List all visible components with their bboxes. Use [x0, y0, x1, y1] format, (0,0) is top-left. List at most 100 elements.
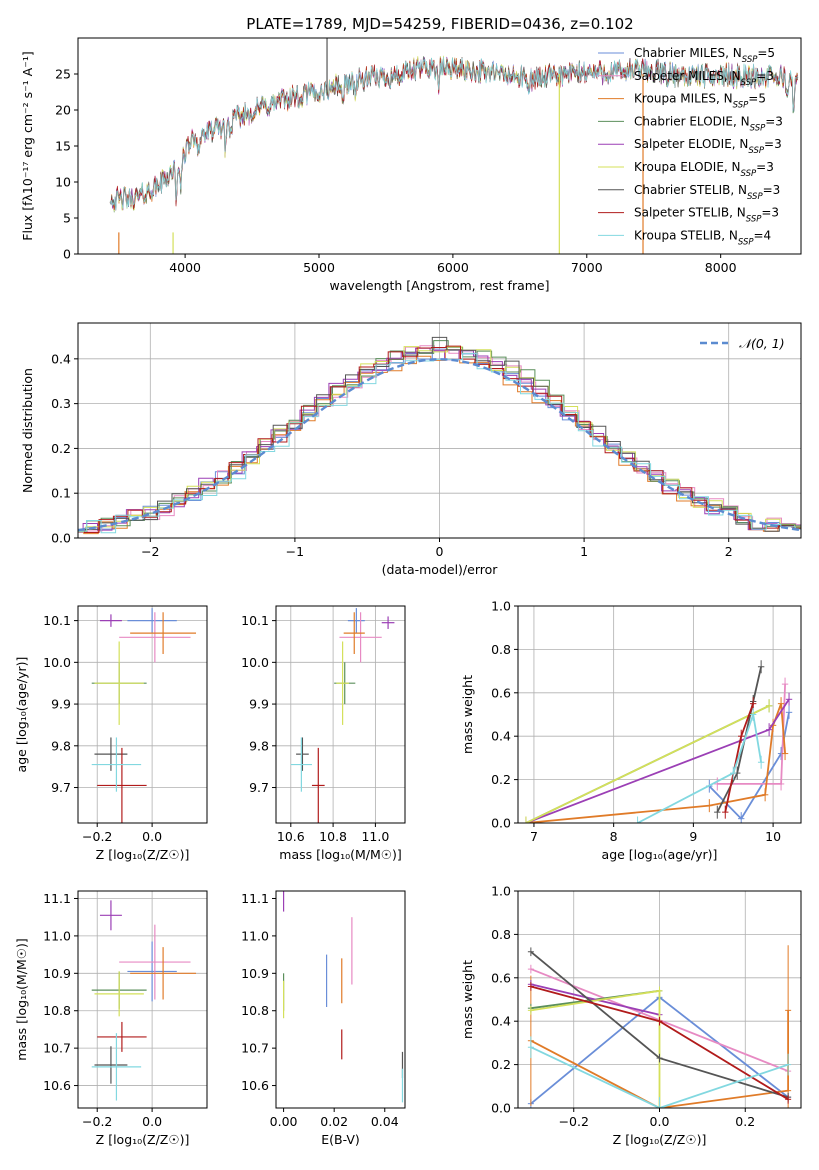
histogram-legend: 𝒩(0, 1) — [700, 336, 785, 351]
legend-entry: Kroupa STELIB, NSSP=4 — [634, 228, 771, 247]
errorbar-salpeter-elodie — [99, 900, 122, 931]
y-tick-label: 0.2 — [491, 772, 511, 787]
x-tick-label: −0.2 — [82, 829, 112, 844]
y-tick-label: 10.1 — [241, 613, 269, 628]
spectrum-panel: 4000 5000 6000 7000 8000 0 5 10 15 20 25 wavelength… — [20, 37, 802, 293]
y-axis-label: Flux [fλ10⁻¹⁷ erg cm⁻² s⁻¹ A⁻¹] — [20, 51, 35, 240]
x-tick-label: −0.2 — [82, 1114, 112, 1129]
x-tick-label: 0.2 — [735, 1114, 755, 1129]
spectrum-lines — [109, 38, 799, 254]
x-tick-label: 10 — [765, 829, 781, 844]
errorbars — [282, 891, 404, 1103]
errorbar-chabrier-miles — [347, 608, 365, 634]
errorbar-salpeter-stelib — [97, 1021, 147, 1052]
errorbar-kroupa-elodie — [94, 971, 144, 1017]
y-tick-label: 0.4 — [491, 729, 511, 744]
legend-entry: Kroupa MILES, NSSP=5 — [634, 92, 766, 111]
series-line — [530, 983, 660, 1016]
y-tick-label: 0.1 — [51, 486, 71, 501]
errorbars — [91, 608, 197, 823]
histogram-steps — [78, 336, 801, 535]
massweight-vs-Z-panel: −0.2 0.0 0.2 0.0 0.2 0.4 0.6 0.8 1.0 Z [log₁₀(Z/Z… — [460, 884, 802, 1147]
x-tick-label: 0.0 — [142, 829, 162, 844]
age-vs-Z-panel: −0.2 0.0 9.7 9.8 9.9 10.0 10.1 Z [log₁₀(Z/Z☉)] a… — [14, 605, 208, 862]
y-tick-label: 10.7 — [241, 1041, 269, 1056]
y-axis-label: age [log₁₀(age/yr)] — [14, 657, 29, 773]
series-line — [717, 684, 786, 785]
legend-entry: Salpeter STELIB, NSSP=3 — [634, 206, 779, 225]
x-axis-label: age [log₁₀(age/yr)] — [602, 847, 718, 862]
y-tick-label: 5 — [63, 211, 71, 226]
errorbar-kroupa-stelib — [91, 1033, 142, 1101]
x-axis-label: Z [log₁₀(Z/Z☉)] — [96, 1132, 190, 1147]
spectrum-line-kroupa-stelib — [109, 56, 799, 210]
y-tick-label: 0.8 — [491, 927, 511, 942]
y-tick-label: 11.0 — [43, 928, 71, 943]
x-tick-label: 0.00 — [270, 1114, 298, 1129]
figure-title: PLATE=1789, MJD=54259, FIBERID=0436, z=0… — [246, 15, 633, 33]
legend-entry: Chabrier MILES, NSSP=5 — [634, 46, 775, 65]
errorbar-salpeter-miles — [119, 612, 191, 663]
errorbar-kroupa-miles — [130, 612, 197, 654]
x-tick-label: 0.04 — [371, 1114, 399, 1129]
errorbar-kroupa-elodie — [336, 641, 349, 725]
x-tick-label: 9 — [689, 829, 697, 844]
errorbar-salpeter-miles — [339, 612, 382, 663]
x-tick-label: 10.8 — [319, 829, 347, 844]
x-tick-label: 0.0 — [142, 1114, 162, 1129]
y-tick-label: 0.2 — [491, 1057, 511, 1072]
y-tick-label: 9.7 — [249, 780, 269, 795]
axes-frame — [275, 890, 406, 1109]
errorbars — [91, 900, 197, 1101]
x-tick-label: 1 — [580, 544, 588, 559]
series-salpeter-stelib — [527, 982, 792, 1104]
y-tick-label: 0.0 — [491, 816, 511, 831]
x-tick-label: −2 — [141, 544, 159, 559]
x-tick-label: 0 — [436, 544, 444, 559]
y-tick-label: 10.0 — [241, 655, 269, 670]
errorbar-kroupa-stelib — [290, 737, 312, 792]
x-axis-label: (data-model)/error — [382, 562, 499, 577]
y-tick-label: 15 — [55, 139, 71, 154]
x-tick-label: 8000 — [705, 260, 737, 275]
y-tick-label: 0 — [63, 247, 71, 262]
errorbar-kroupa-stelib — [91, 737, 142, 792]
y-tick-label: 1.0 — [491, 599, 511, 614]
y-tick-label: 9.8 — [51, 738, 71, 753]
y-tick-label: 0.4 — [51, 351, 71, 366]
x-axis-label: Z [log₁₀(Z/Z☉)] — [96, 847, 190, 862]
y-tick-label: 10.8 — [241, 1003, 269, 1018]
x-tick-label: 0.0 — [650, 1114, 670, 1129]
legend-entry: Chabrier ELODIE, NSSP=3 — [634, 114, 783, 133]
series-lines — [522, 660, 793, 823]
errorbar-salpeter-elodie — [99, 614, 122, 627]
errorbar-chabrier-miles — [127, 608, 177, 634]
mass-vs-ebv-panel: 0.00 0.02 0.04 10.6 10.7 10.8 10.9 11.0 11.1 E(B-… — [241, 890, 406, 1147]
axes-frame — [77, 890, 208, 1109]
series-line — [716, 666, 762, 813]
legend-entry: 𝒩(0, 1) — [739, 336, 785, 351]
series-line — [525, 704, 770, 823]
x-axis-label: Z [log₁₀(Z/Z☉)] — [613, 1132, 707, 1147]
y-tick-label: 20 — [55, 103, 71, 118]
y-tick-label: 11.0 — [241, 928, 269, 943]
errorbars — [290, 608, 395, 823]
errorbar-chabrier-miles — [127, 941, 177, 1002]
x-tick-label: 10.6 — [277, 829, 305, 844]
y-tick-label: 10.9 — [241, 966, 269, 981]
y-tick-label: 0.3 — [51, 396, 71, 411]
y-tick-label: 1.0 — [491, 884, 511, 899]
y-tick-label: 25 — [55, 67, 71, 82]
normal-curve — [78, 358, 801, 532]
errorbar-kroupa-miles — [130, 947, 197, 1000]
errorbar-chabrier-stelib — [94, 1046, 128, 1084]
x-tick-label: 8 — [610, 829, 618, 844]
errorbar-salpeter-miles — [119, 924, 191, 1000]
histogram-kroupa-miles — [78, 349, 801, 535]
axes-frame — [275, 605, 406, 824]
y-tick-label: 11.1 — [241, 891, 269, 906]
x-tick-label: 4000 — [169, 260, 201, 275]
axes-frame — [77, 605, 208, 824]
x-tick-label: 0.02 — [320, 1114, 348, 1129]
y-tick-label: 10.8 — [43, 1003, 71, 1018]
